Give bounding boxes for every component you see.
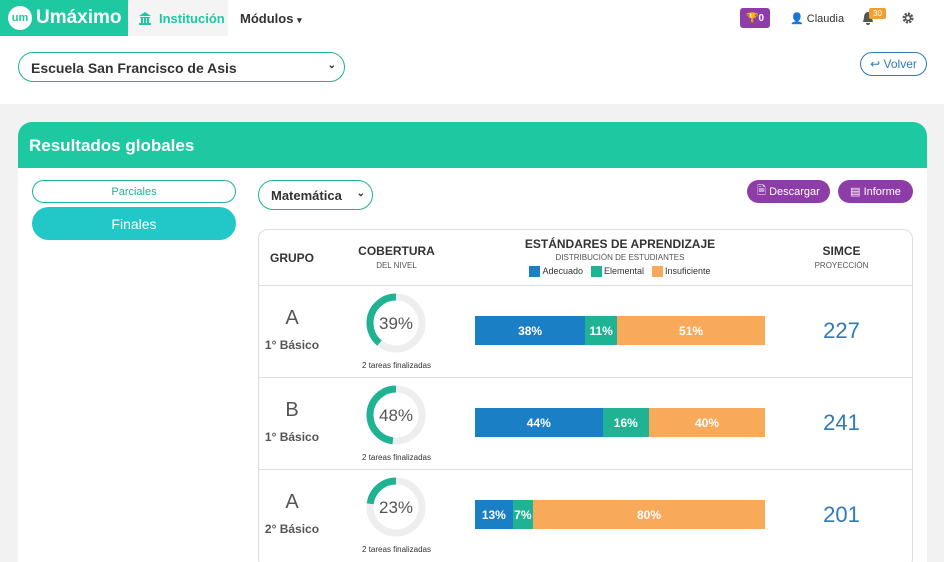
card-title: Resultados globales: [18, 122, 927, 168]
bar-label: 51%: [679, 323, 704, 338]
donut-label: 39%: [379, 314, 413, 333]
group: B: [285, 399, 299, 421]
tab-partial[interactable]: Parciales: [32, 180, 236, 203]
bar-label: 7%: [514, 507, 532, 522]
bar-segment: 80%: [533, 500, 765, 529]
header: SIMCE: [822, 244, 861, 258]
bar-segment: 38%: [475, 316, 586, 345]
level: 1° Básico: [264, 338, 320, 352]
donut-arc: [366, 477, 426, 537]
level: 2° Básico: [264, 522, 320, 536]
row-divider: [259, 469, 912, 470]
select-text: Escuela San Francisco de Asis: [31, 60, 237, 76]
legend-label: Elemental: [603, 266, 645, 276]
donut-label: 48%: [379, 406, 413, 425]
header: COBERTURA: [358, 244, 435, 258]
bar-label: 13%: [481, 507, 506, 522]
legend: Adecuado Elemental Insuficiente: [475, 265, 765, 277]
card: Resultados globales Parciales Finales Ma…: [18, 122, 927, 562]
navbar: um Umáximo Institución Módulos ▾ 🏆 0 👤 Cl…: [0, 0, 944, 36]
bar-segment: 13%: [475, 500, 513, 529]
trophy-badge[interactable]: 🏆 0: [740, 8, 770, 28]
bar-segment: 40%: [649, 408, 765, 437]
logo: um: [8, 6, 32, 30]
bar-label: 16%: [613, 415, 638, 430]
trophy-count: 0: [758, 12, 764, 24]
back-button[interactable]: ↩ Volver: [860, 52, 927, 76]
tab-label[interactable]: Módulos ▾: [240, 11, 302, 26]
user-name: Claudia: [806, 13, 845, 25]
header-sub: DEL NIVEL: [376, 261, 417, 270]
group: A: [285, 491, 299, 513]
tab-final[interactable]: Finales: [32, 207, 236, 240]
download-button[interactable]: 🗎 Descargar: [747, 180, 830, 203]
notification-badge: 30: [869, 8, 886, 19]
tab-label: Institución: [159, 11, 225, 26]
coverage-donut: 48%: [366, 385, 426, 445]
bar-segment: 44%: [475, 408, 603, 437]
legend-swatch: [652, 265, 664, 277]
bar-label: 38%: [518, 323, 543, 338]
simce: 201: [823, 502, 860, 527]
tab[interactable]: Institución: [128, 0, 228, 36]
group: A: [285, 307, 299, 329]
legend-label: Insuficiente: [665, 266, 711, 276]
bar-segment: 7%: [512, 500, 533, 529]
simce: 227: [823, 318, 860, 343]
tasks: 2 tareas finalizadas: [362, 453, 431, 462]
row-divider: [259, 285, 912, 286]
brand[interactable]: um Umáximo: [0, 0, 128, 36]
donut-arc: [366, 293, 426, 353]
bar-label: 80%: [636, 507, 662, 522]
donut-arc: [366, 385, 426, 445]
brand-name: Umáximo: [36, 7, 122, 28]
tasks: 2 tareas finalizadas: [362, 545, 431, 554]
header: GRUPO: [270, 251, 315, 265]
bar-segment: 51%: [617, 316, 765, 345]
bar-segment: 16%: [602, 408, 649, 437]
tab-text: Módulos: [240, 11, 294, 26]
report-button[interactable]: ▤ Informe: [838, 180, 913, 203]
bar-label: 44%: [526, 415, 551, 430]
legend-swatch: [590, 265, 602, 277]
bank-icon: [139, 12, 151, 25]
row-divider: [259, 377, 912, 378]
coverage-donut: 39%: [366, 293, 426, 353]
header-sub: PROYECCIÓN: [814, 261, 869, 270]
legend-swatch: [529, 265, 541, 277]
select-text: Matemática: [271, 188, 342, 203]
button-text: Informe: [863, 185, 901, 198]
coverage-donut: 23%: [366, 477, 426, 537]
header-sub: DISTRIBUCIÓN DE ESTUDIANTES: [555, 253, 685, 262]
button-text: Descargar: [769, 185, 820, 198]
toolbar: Escuela San Francisco de Asis ⌄ ↩ Volver: [0, 36, 944, 104]
donut-label: 23%: [379, 498, 413, 517]
tasks: 2 tareas finalizadas: [362, 361, 431, 370]
header: ESTÁNDARES DE APRENDIZAJE: [524, 237, 716, 251]
back-text: Volver: [883, 57, 917, 71]
bar-label: 40%: [694, 415, 720, 430]
subject-select[interactable]: Matemática ⌄: [258, 180, 373, 210]
bar-label: 11%: [589, 323, 613, 338]
gear-icon[interactable]: [902, 12, 914, 24]
user[interactable]: 👤 Claudia: [790, 13, 845, 25]
results-table: GRUPO COBERTURA DEL NIVEL ESTÁNDARES DE …: [258, 229, 913, 562]
simce: 241: [823, 410, 860, 435]
bar-segment: 11%: [585, 316, 618, 345]
legend-label: Adecuado: [542, 266, 583, 276]
school-select[interactable]: Escuela San Francisco de Asis ⌄: [18, 52, 345, 82]
level: 1° Básico: [264, 430, 320, 444]
